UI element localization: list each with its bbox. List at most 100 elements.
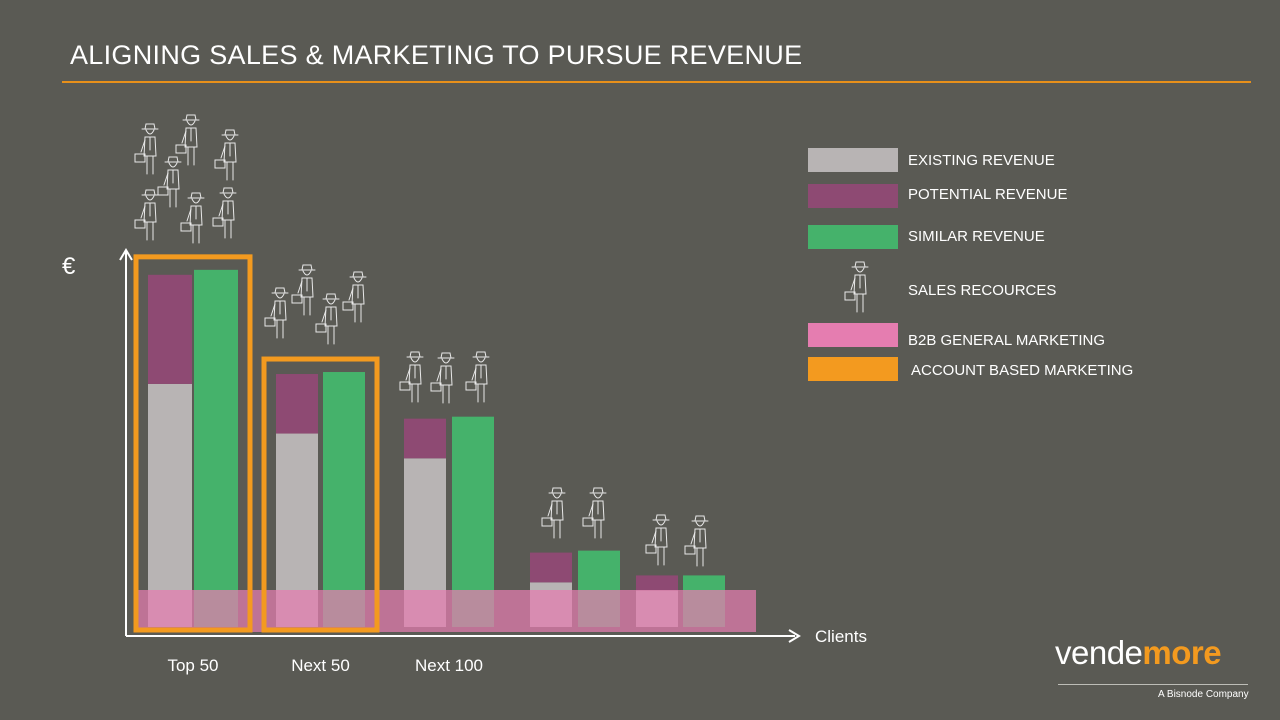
category-label-2: Next 100	[415, 656, 483, 675]
person-arm	[140, 205, 146, 219]
person-arm	[471, 367, 477, 381]
person-briefcase	[157, 186, 169, 196]
person-arm	[270, 303, 276, 317]
person-head	[191, 198, 201, 204]
person-body	[221, 200, 235, 221]
person-head	[593, 493, 603, 499]
person-hat	[187, 192, 205, 199]
person-head	[410, 357, 420, 363]
sales-person-icon	[844, 261, 869, 313]
legend-swatch-existing	[808, 148, 898, 172]
sales-person-icon	[541, 487, 566, 539]
person-body	[166, 169, 180, 190]
person-briefcase	[264, 317, 276, 327]
legend-label-abm: ACCOUNT BASED MARKETING	[911, 362, 1134, 379]
b2b-marketing-band	[134, 590, 756, 632]
person-arm	[348, 287, 354, 301]
logo-wordmark: vendemore	[1055, 634, 1222, 671]
person-head	[302, 270, 312, 276]
legend-swatch-similar	[808, 225, 898, 249]
sales-person-icon	[645, 514, 670, 566]
logo-word-vende: vende	[1055, 634, 1143, 671]
legend-swatch-b2b	[808, 323, 898, 347]
person-hat	[589, 487, 607, 494]
person-briefcase	[541, 517, 553, 527]
person-hat	[652, 514, 670, 521]
person-arm	[436, 368, 442, 382]
person-briefcase	[465, 381, 477, 391]
sales-person-icon	[399, 351, 424, 403]
logo-word-more: more	[1142, 634, 1222, 671]
person-briefcase	[582, 517, 594, 527]
person-hat	[349, 271, 367, 278]
person-hat	[437, 352, 455, 359]
person-body	[273, 300, 287, 321]
person-head	[476, 357, 486, 363]
sales-person-icon	[291, 264, 316, 316]
person-hat	[298, 264, 316, 271]
person-arm	[547, 503, 553, 517]
person-hat	[164, 156, 182, 163]
person-legs	[553, 519, 561, 539]
bar-potential-3	[530, 552, 572, 583]
person-head	[552, 493, 562, 499]
person-body	[143, 136, 157, 157]
person-briefcase	[214, 159, 226, 169]
x-axis-arrow	[788, 629, 801, 643]
person-body	[223, 142, 237, 163]
bar-potential-4	[636, 575, 678, 591]
person-body	[591, 500, 605, 521]
person-head	[145, 129, 155, 135]
person-body	[550, 500, 564, 521]
sales-person-icon	[342, 271, 367, 323]
person-legs	[327, 325, 335, 345]
x-axis-label: Clients	[815, 627, 867, 646]
person-arm	[850, 277, 856, 291]
person-arm	[140, 139, 146, 153]
legend-label-potential: POTENTIAL REVENUE	[908, 186, 1068, 203]
person-body	[853, 274, 867, 295]
person-hat	[322, 293, 340, 300]
legend-swatch-potential	[808, 184, 898, 208]
sales-person-icon	[214, 129, 239, 181]
person-hat	[548, 487, 566, 494]
person-hat	[182, 114, 200, 121]
person-legs	[146, 155, 154, 175]
sales-person-icon	[465, 351, 490, 403]
abm-frame-1	[261, 356, 380, 633]
person-legs	[224, 219, 232, 239]
bar-potential-0	[148, 274, 192, 384]
logo-tagline: A Bisnode Company	[1158, 689, 1249, 700]
person-legs	[442, 384, 450, 404]
person-head	[223, 193, 233, 199]
person-hat	[141, 189, 159, 196]
person-briefcase	[399, 381, 411, 391]
person-body	[439, 365, 453, 386]
person-briefcase	[212, 217, 224, 227]
bar-existing-0	[148, 383, 192, 627]
sales-person-icon	[134, 189, 159, 241]
person-hat	[271, 287, 289, 294]
person-legs	[696, 547, 704, 567]
logo-divider	[1058, 684, 1248, 685]
person-head	[275, 293, 285, 299]
sales-person-icon	[315, 293, 340, 345]
person-legs	[146, 221, 154, 241]
person-arm	[220, 145, 226, 159]
person-hat	[851, 261, 869, 268]
person-body	[189, 205, 203, 226]
person-head	[656, 520, 666, 526]
person-head	[441, 358, 451, 364]
person-body	[654, 527, 668, 548]
bar-similar-1	[323, 372, 365, 627]
person-arm	[690, 531, 696, 545]
person-hat	[141, 123, 159, 130]
person-briefcase	[342, 301, 354, 311]
person-head	[186, 120, 196, 126]
person-legs	[192, 224, 200, 244]
sales-person-icon	[430, 352, 455, 404]
sales-person-icon	[134, 123, 159, 175]
person-arm	[588, 503, 594, 517]
person-briefcase	[291, 294, 303, 304]
person-legs	[226, 161, 234, 181]
